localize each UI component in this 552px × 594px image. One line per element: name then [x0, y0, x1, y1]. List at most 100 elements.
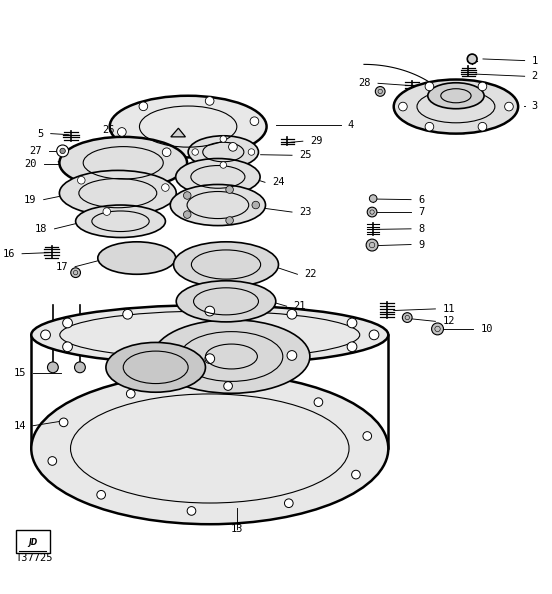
Text: 1: 1	[532, 56, 538, 65]
Ellipse shape	[110, 96, 267, 157]
Circle shape	[48, 457, 57, 465]
Circle shape	[47, 362, 59, 373]
Text: 14: 14	[13, 421, 26, 431]
Text: 22: 22	[305, 269, 317, 279]
Circle shape	[183, 211, 191, 219]
Circle shape	[118, 128, 126, 136]
Circle shape	[367, 207, 377, 217]
Text: 9: 9	[418, 239, 424, 249]
Circle shape	[468, 54, 477, 64]
Circle shape	[205, 97, 214, 105]
Text: 18: 18	[35, 224, 47, 234]
Text: 16: 16	[3, 249, 15, 259]
Circle shape	[425, 82, 434, 91]
Circle shape	[71, 268, 81, 277]
Circle shape	[375, 87, 385, 96]
Text: 21: 21	[294, 301, 306, 311]
Ellipse shape	[60, 137, 187, 189]
Circle shape	[63, 318, 72, 328]
Text: 4: 4	[348, 120, 354, 130]
Ellipse shape	[76, 205, 166, 238]
Circle shape	[478, 82, 487, 91]
Circle shape	[97, 491, 105, 499]
Circle shape	[314, 398, 323, 406]
Text: 23: 23	[299, 207, 311, 217]
Text: 28: 28	[358, 78, 371, 89]
Circle shape	[220, 136, 226, 143]
Text: 6: 6	[418, 195, 424, 204]
Text: 25: 25	[299, 150, 311, 160]
Circle shape	[287, 309, 297, 319]
Circle shape	[369, 330, 379, 340]
Circle shape	[226, 217, 233, 225]
Circle shape	[399, 102, 407, 111]
Circle shape	[205, 354, 215, 364]
Circle shape	[220, 162, 226, 168]
Circle shape	[41, 330, 50, 340]
Circle shape	[432, 323, 443, 335]
Circle shape	[425, 122, 434, 131]
Circle shape	[205, 306, 215, 316]
Ellipse shape	[176, 159, 260, 195]
Ellipse shape	[60, 170, 176, 216]
Circle shape	[75, 362, 86, 373]
Text: 13: 13	[231, 523, 243, 533]
Circle shape	[284, 499, 293, 507]
Circle shape	[59, 418, 68, 426]
Circle shape	[252, 201, 259, 209]
Circle shape	[103, 208, 110, 216]
Circle shape	[224, 382, 232, 390]
Circle shape	[287, 350, 297, 361]
Circle shape	[347, 318, 357, 328]
Circle shape	[478, 122, 487, 131]
Circle shape	[226, 186, 233, 194]
Ellipse shape	[394, 80, 518, 134]
Text: T37725: T37725	[16, 553, 54, 563]
Ellipse shape	[153, 320, 310, 393]
Text: 7: 7	[418, 207, 424, 217]
Text: 27: 27	[30, 146, 42, 156]
Circle shape	[369, 195, 377, 203]
Ellipse shape	[170, 185, 266, 226]
Circle shape	[126, 390, 135, 398]
Circle shape	[402, 312, 412, 323]
Text: 15: 15	[13, 368, 26, 378]
Text: 24: 24	[272, 177, 284, 187]
Polygon shape	[171, 128, 185, 137]
Circle shape	[229, 143, 237, 151]
Circle shape	[123, 309, 132, 319]
Circle shape	[57, 145, 68, 157]
Circle shape	[250, 117, 259, 125]
Circle shape	[77, 176, 85, 184]
Circle shape	[60, 148, 65, 154]
Circle shape	[123, 350, 132, 361]
Text: 20: 20	[24, 159, 36, 169]
Circle shape	[162, 184, 169, 191]
Circle shape	[366, 239, 378, 251]
Ellipse shape	[428, 83, 484, 109]
Text: 3: 3	[532, 101, 538, 111]
Ellipse shape	[188, 136, 258, 168]
Text: JD: JD	[28, 538, 38, 546]
Bar	[16, 530, 50, 554]
Circle shape	[63, 342, 72, 352]
Text: 19: 19	[24, 195, 36, 204]
Text: 12: 12	[442, 317, 455, 326]
Circle shape	[352, 470, 360, 479]
Ellipse shape	[31, 373, 388, 525]
Text: 17: 17	[56, 262, 68, 271]
Circle shape	[162, 148, 171, 157]
Text: 5: 5	[38, 129, 44, 138]
Circle shape	[187, 507, 196, 515]
Text: 11: 11	[442, 304, 455, 314]
Ellipse shape	[98, 242, 176, 274]
Circle shape	[505, 102, 513, 111]
Text: 29: 29	[310, 136, 322, 146]
Ellipse shape	[31, 305, 388, 365]
Circle shape	[347, 342, 357, 352]
Text: 8: 8	[418, 224, 424, 234]
Text: 2: 2	[532, 71, 538, 81]
Ellipse shape	[173, 242, 279, 287]
Circle shape	[192, 148, 198, 155]
Circle shape	[363, 432, 371, 440]
